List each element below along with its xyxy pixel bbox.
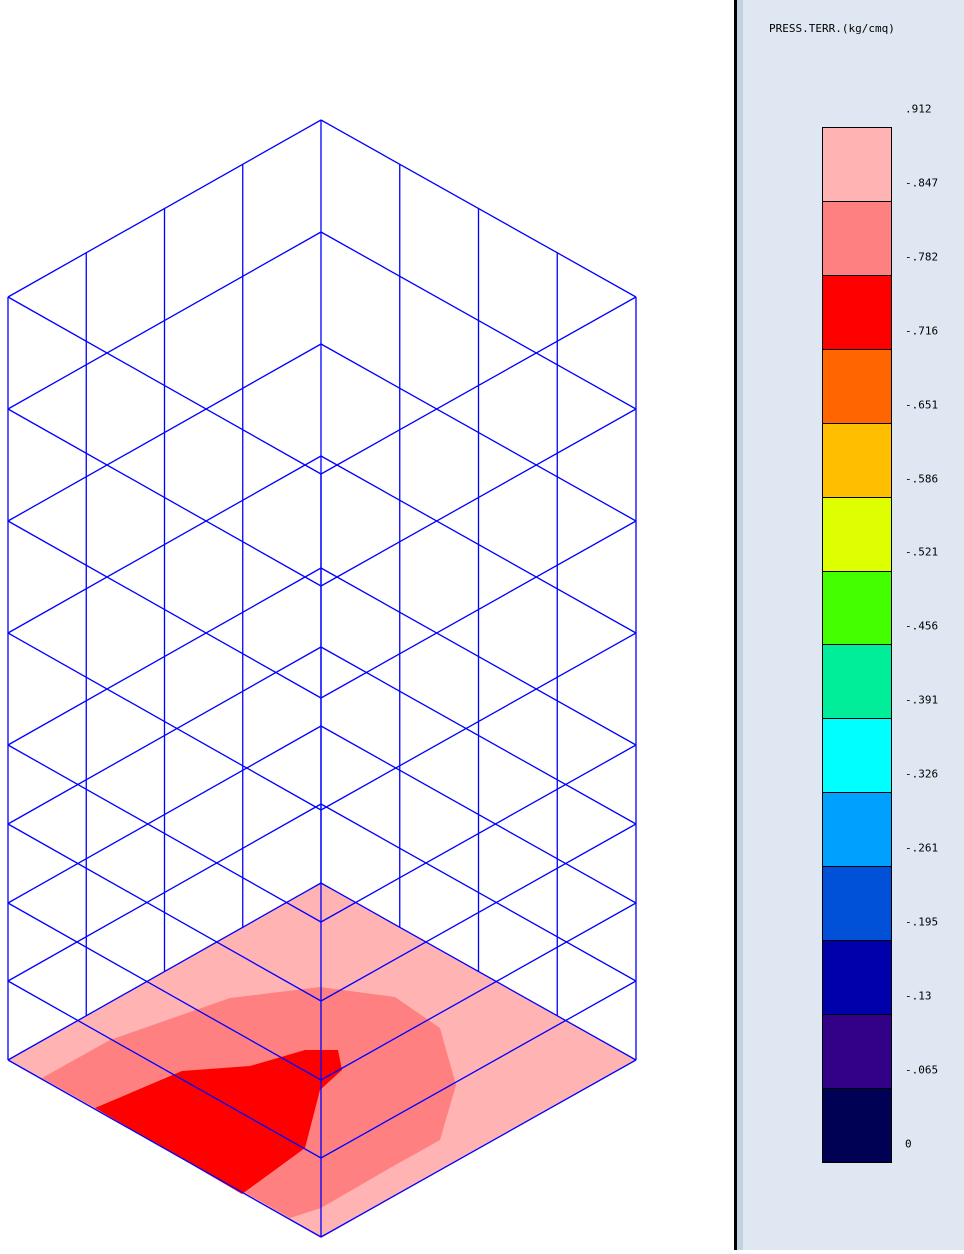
legend-swatch [823,497,891,572]
legend-swatch [823,645,891,720]
legend-swatch [823,867,891,942]
frame-member-line [7,980,322,1159]
legend-swatch [823,128,891,202]
legend-value-label: -.586 [905,472,939,485]
legend-value-label: -.326 [905,767,939,781]
legend-value-label: -.521 [905,545,939,559]
legend-value-label: -.261 [905,841,939,855]
legend-swatch [823,1088,891,1162]
legend-swatch [823,719,891,794]
legend-panel: PRESS.TERR.(kg/cmq) .912 -.847 -.782 -.716 -… [737,0,964,1250]
legend-value-label: -.13 [905,989,932,1003]
legend-value-label: .912 [905,102,932,116]
frame-member-line [320,1059,637,1238]
legend-swatch [823,275,891,350]
color-scale-bar [822,127,892,1163]
legend-value-label: -.065 [905,1063,939,1077]
soil-pressure-contour-map [8,883,636,1238]
legend-swatch [823,349,891,424]
frame-member-line [320,980,637,1159]
frame-member-line [7,1059,322,1238]
legend-swatch [823,423,891,498]
legend-value-label: -.391 [905,693,939,707]
frame-member-line [7,902,322,1081]
legend-swatch [823,793,891,868]
legend-value-label: -.716 [905,324,939,338]
legend-swatch [823,571,891,646]
legend-value-label: -.651 [905,398,939,412]
pressure-zone-high [95,1050,342,1194]
legend-value-label: -.195 [905,915,939,929]
legend-value-label: -.847 [905,176,939,190]
frame-member-line [320,902,637,1081]
legend-value-label: -.782 [905,250,939,264]
legend-swatch [823,1015,891,1089]
legend-swatch [823,201,891,276]
model-3d-view[interactable] [0,0,736,1250]
legend-value-label: -.456 [905,619,939,633]
panel-splitter[interactable] [734,0,737,1250]
legend-value-label: 0 [905,1137,912,1151]
frame-members [7,119,637,1238]
legend-title: PRESS.TERR.(kg/cmq) [769,22,895,35]
structure-wireframe[interactable] [0,0,736,1250]
legend-swatch [823,941,891,1016]
